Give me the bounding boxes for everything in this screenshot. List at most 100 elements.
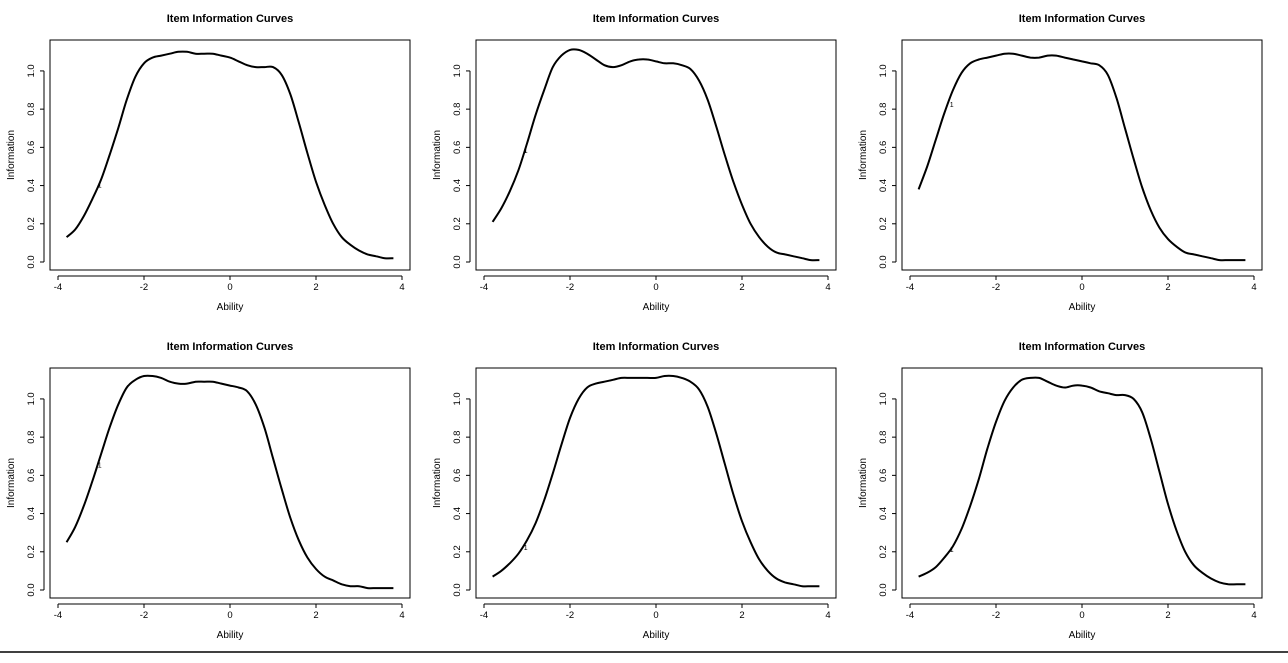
curve-label: 1 [950, 547, 954, 554]
y-tick-label: 1.0 [878, 392, 889, 405]
x-axis-label: Ability [643, 302, 670, 313]
curve-label: 1 [524, 545, 528, 552]
x-tick-label: -2 [992, 610, 1000, 621]
chart-panel: Item Information Curves -4 -2 0 2 4 Ability 0.0… [858, 341, 1263, 641]
y-tick-label: 0.6 [452, 141, 463, 154]
curve-label: 1 [524, 148, 528, 155]
plot-frame [475, 367, 837, 599]
y-axis-label: Information [858, 458, 869, 508]
x-tick-label: 2 [313, 610, 318, 621]
x-tick-label: -4 [906, 610, 914, 621]
y-axis-label: Information [6, 130, 17, 180]
y-tick-label: 1.0 [452, 64, 463, 77]
y-tick-label: 0.0 [26, 255, 37, 268]
y-tick-label: 0.2 [452, 545, 463, 558]
x-axis-label: Ability [217, 630, 244, 641]
y-axis-label: Information [858, 130, 869, 180]
y-tick-label: 1.0 [452, 392, 463, 405]
y-tick-label: 0.8 [452, 103, 463, 116]
y-tick-label: 0.0 [26, 583, 37, 596]
chart-panel: Item Information Curves -4 -2 0 2 4 Ability 0.0… [6, 341, 411, 641]
x-tick-label: 0 [653, 610, 658, 621]
information-curve [491, 48, 820, 262]
chart-title: Item Information Curves [1019, 13, 1146, 25]
y-tick-label: 0.6 [878, 141, 889, 154]
x-tick-label: 4 [399, 282, 404, 293]
x-tick-label: 0 [653, 282, 658, 293]
y-tick-label: 0.4 [878, 179, 889, 192]
x-tick-label: 0 [1079, 610, 1084, 621]
y-tick-label: 0.4 [878, 507, 889, 520]
x-tick-label: 2 [1165, 282, 1170, 293]
x-tick-label: 0 [227, 610, 232, 621]
plot-frame [49, 39, 411, 271]
x-axis-label: Ability [1069, 630, 1096, 641]
y-tick-label: 0.8 [878, 103, 889, 116]
y-tick-label: 0.2 [878, 217, 889, 230]
x-axis-label: Ability [643, 630, 670, 641]
x-tick-label: -2 [566, 282, 574, 293]
chart-panel: Item Information Curves -4 -2 0 2 4 Ability 0.0… [858, 13, 1263, 313]
y-tick-label: 0.2 [26, 545, 37, 558]
curve-label: 1 [98, 463, 102, 470]
curve-label: 1 [98, 182, 102, 189]
chart-title: Item Information Curves [167, 341, 294, 353]
x-tick-label: -2 [992, 282, 1000, 293]
y-tick-label: 0.8 [26, 103, 37, 116]
y-tick-label: 0.4 [26, 507, 37, 520]
x-tick-label: 4 [825, 282, 830, 293]
y-tick-label: 0.4 [452, 507, 463, 520]
chart-panel: Item Information Curves -4 -2 0 2 4 Ability 0.0… [432, 341, 837, 641]
x-tick-label: 2 [739, 610, 744, 621]
x-tick-label: -2 [566, 610, 574, 621]
chart-title: Item Information Curves [593, 13, 720, 25]
x-tick-label: 2 [313, 282, 318, 293]
chart-title: Item Information Curves [167, 13, 294, 25]
chart-panel: Item Information Curves -4 -2 0 2 4 Ability 0.0… [6, 13, 411, 313]
plot-frame [901, 367, 1263, 599]
x-tick-label: 0 [1079, 282, 1084, 293]
y-axis-label: Information [432, 130, 443, 180]
y-tick-label: 0.6 [452, 469, 463, 482]
y-tick-label: 0.8 [878, 431, 889, 444]
y-tick-label: 1.0 [26, 392, 37, 405]
y-tick-label: 0.6 [878, 469, 889, 482]
y-tick-label: 0.8 [452, 431, 463, 444]
x-tick-label: 0 [227, 282, 232, 293]
y-tick-label: 0.2 [878, 545, 889, 558]
y-tick-label: 0.0 [878, 255, 889, 268]
chart-title: Item Information Curves [1019, 341, 1146, 353]
plot-frame [49, 367, 411, 599]
y-axis-label: Information [432, 458, 443, 508]
information-curve [492, 374, 820, 588]
x-tick-label: -4 [54, 610, 62, 621]
y-tick-label: 0.0 [878, 583, 889, 596]
y-tick-label: 0.0 [452, 255, 463, 268]
plot-frame [475, 39, 837, 271]
y-tick-label: 0.6 [26, 141, 37, 154]
x-tick-label: -4 [480, 282, 488, 293]
y-tick-label: 1.0 [26, 64, 37, 77]
y-axis-label: Information [6, 458, 17, 508]
plot-frame [901, 39, 1263, 271]
x-tick-label: -4 [480, 610, 488, 621]
x-tick-label: -4 [54, 282, 62, 293]
information-curve [65, 374, 394, 590]
x-tick-label: -2 [140, 610, 148, 621]
x-tick-label: 4 [1251, 610, 1256, 621]
x-tick-label: 4 [1251, 282, 1256, 293]
y-tick-label: 0.2 [452, 217, 463, 230]
x-axis-label: Ability [217, 302, 244, 313]
x-tick-label: 2 [1165, 610, 1170, 621]
curve-label: 1 [950, 102, 954, 109]
y-tick-label: 0.4 [26, 179, 37, 192]
chart-title: Item Information Curves [593, 341, 720, 353]
x-axis-label: Ability [1069, 302, 1096, 313]
y-tick-label: 1.0 [878, 64, 889, 77]
x-tick-label: -2 [140, 282, 148, 293]
x-tick-label: 4 [399, 610, 404, 621]
y-tick-label: 0.2 [26, 217, 37, 230]
information-curve [65, 50, 394, 260]
information-curve [918, 376, 1246, 586]
